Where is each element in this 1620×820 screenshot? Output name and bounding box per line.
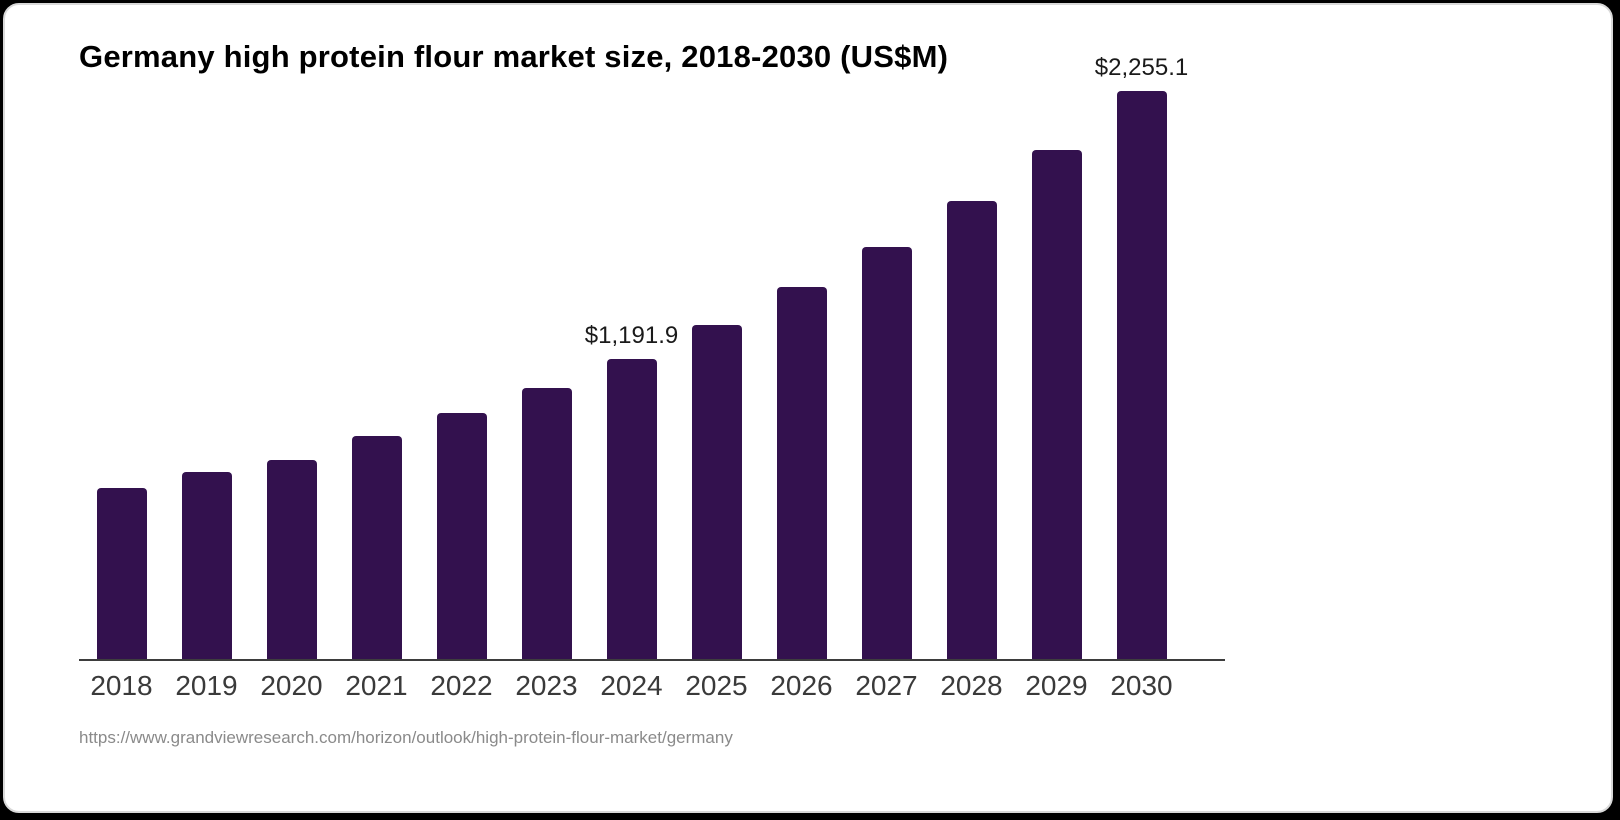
x-tick-label-2025: 2025 xyxy=(685,670,748,701)
bar-value-label-2030: $2,255.1 xyxy=(1094,54,1189,81)
source-url: https://www.grandviewresearch.com/horizo… xyxy=(79,728,733,747)
bar-2023 xyxy=(521,388,572,659)
bar-column-2024: $1,191.9 xyxy=(585,322,678,659)
bar-2021 xyxy=(351,436,402,659)
bar-column-2023 xyxy=(504,388,589,659)
x-tick-label-2023: 2023 xyxy=(515,670,578,701)
x-tick-label-2030: 2030 xyxy=(1110,670,1173,701)
bar-column-2028 xyxy=(929,200,1014,659)
plot-area: $1,191.9 $2,255.1 xyxy=(79,54,1225,661)
bar-2018 xyxy=(96,488,147,659)
chart-card: Germany high protein flour market size, … xyxy=(3,3,1613,813)
x-tick-label-2018: 2018 xyxy=(90,670,153,701)
bar-2019 xyxy=(181,471,232,659)
bar-2028 xyxy=(946,200,997,659)
bar-column-2027 xyxy=(844,246,929,659)
x-tick-label-2019: 2019 xyxy=(175,670,238,701)
bar-2030 xyxy=(1116,91,1167,659)
x-tick-label-2021: 2021 xyxy=(345,670,408,701)
bar-chart: $1,191.9 $2,255.1 2018 2019 2020 2021 2022 202… xyxy=(79,54,1611,702)
bar-column-2025 xyxy=(674,325,759,659)
bar-column-2026 xyxy=(759,286,844,659)
bar-column-2022 xyxy=(419,413,504,659)
x-axis: 2018 2019 2020 2021 2022 2023 2024 2025 2026 2027… xyxy=(79,670,1184,702)
x-tick-label-2029: 2029 xyxy=(1025,670,1088,701)
bar-2027 xyxy=(861,246,912,659)
bar-column-2021 xyxy=(334,436,419,659)
bar-value-label-2024: $1,191.9 xyxy=(584,321,679,349)
x-tick-label-2026: 2026 xyxy=(770,670,833,701)
x-tick-label-2022: 2022 xyxy=(430,670,493,701)
bar-2020 xyxy=(266,459,317,659)
bar-2029 xyxy=(1031,149,1082,659)
bar-column-2030: $2,255.1 xyxy=(1095,54,1188,659)
bar-2024 xyxy=(606,358,657,659)
bar-2022 xyxy=(436,413,487,659)
x-tick-label-2027: 2027 xyxy=(855,670,918,701)
bar-column-2019 xyxy=(164,471,249,659)
bar-column-2029 xyxy=(1014,149,1099,659)
x-tick-label-2028: 2028 xyxy=(940,670,1003,701)
chart-title: Germany high protein flour market size, … xyxy=(79,39,949,74)
x-tick-label-2024: 2024 xyxy=(600,670,663,701)
bar-2025 xyxy=(691,325,742,659)
bar-column-2020 xyxy=(249,459,334,659)
bar-2026 xyxy=(776,286,827,659)
x-tick-label-2020: 2020 xyxy=(260,670,323,701)
bar-column-2018 xyxy=(79,488,164,659)
